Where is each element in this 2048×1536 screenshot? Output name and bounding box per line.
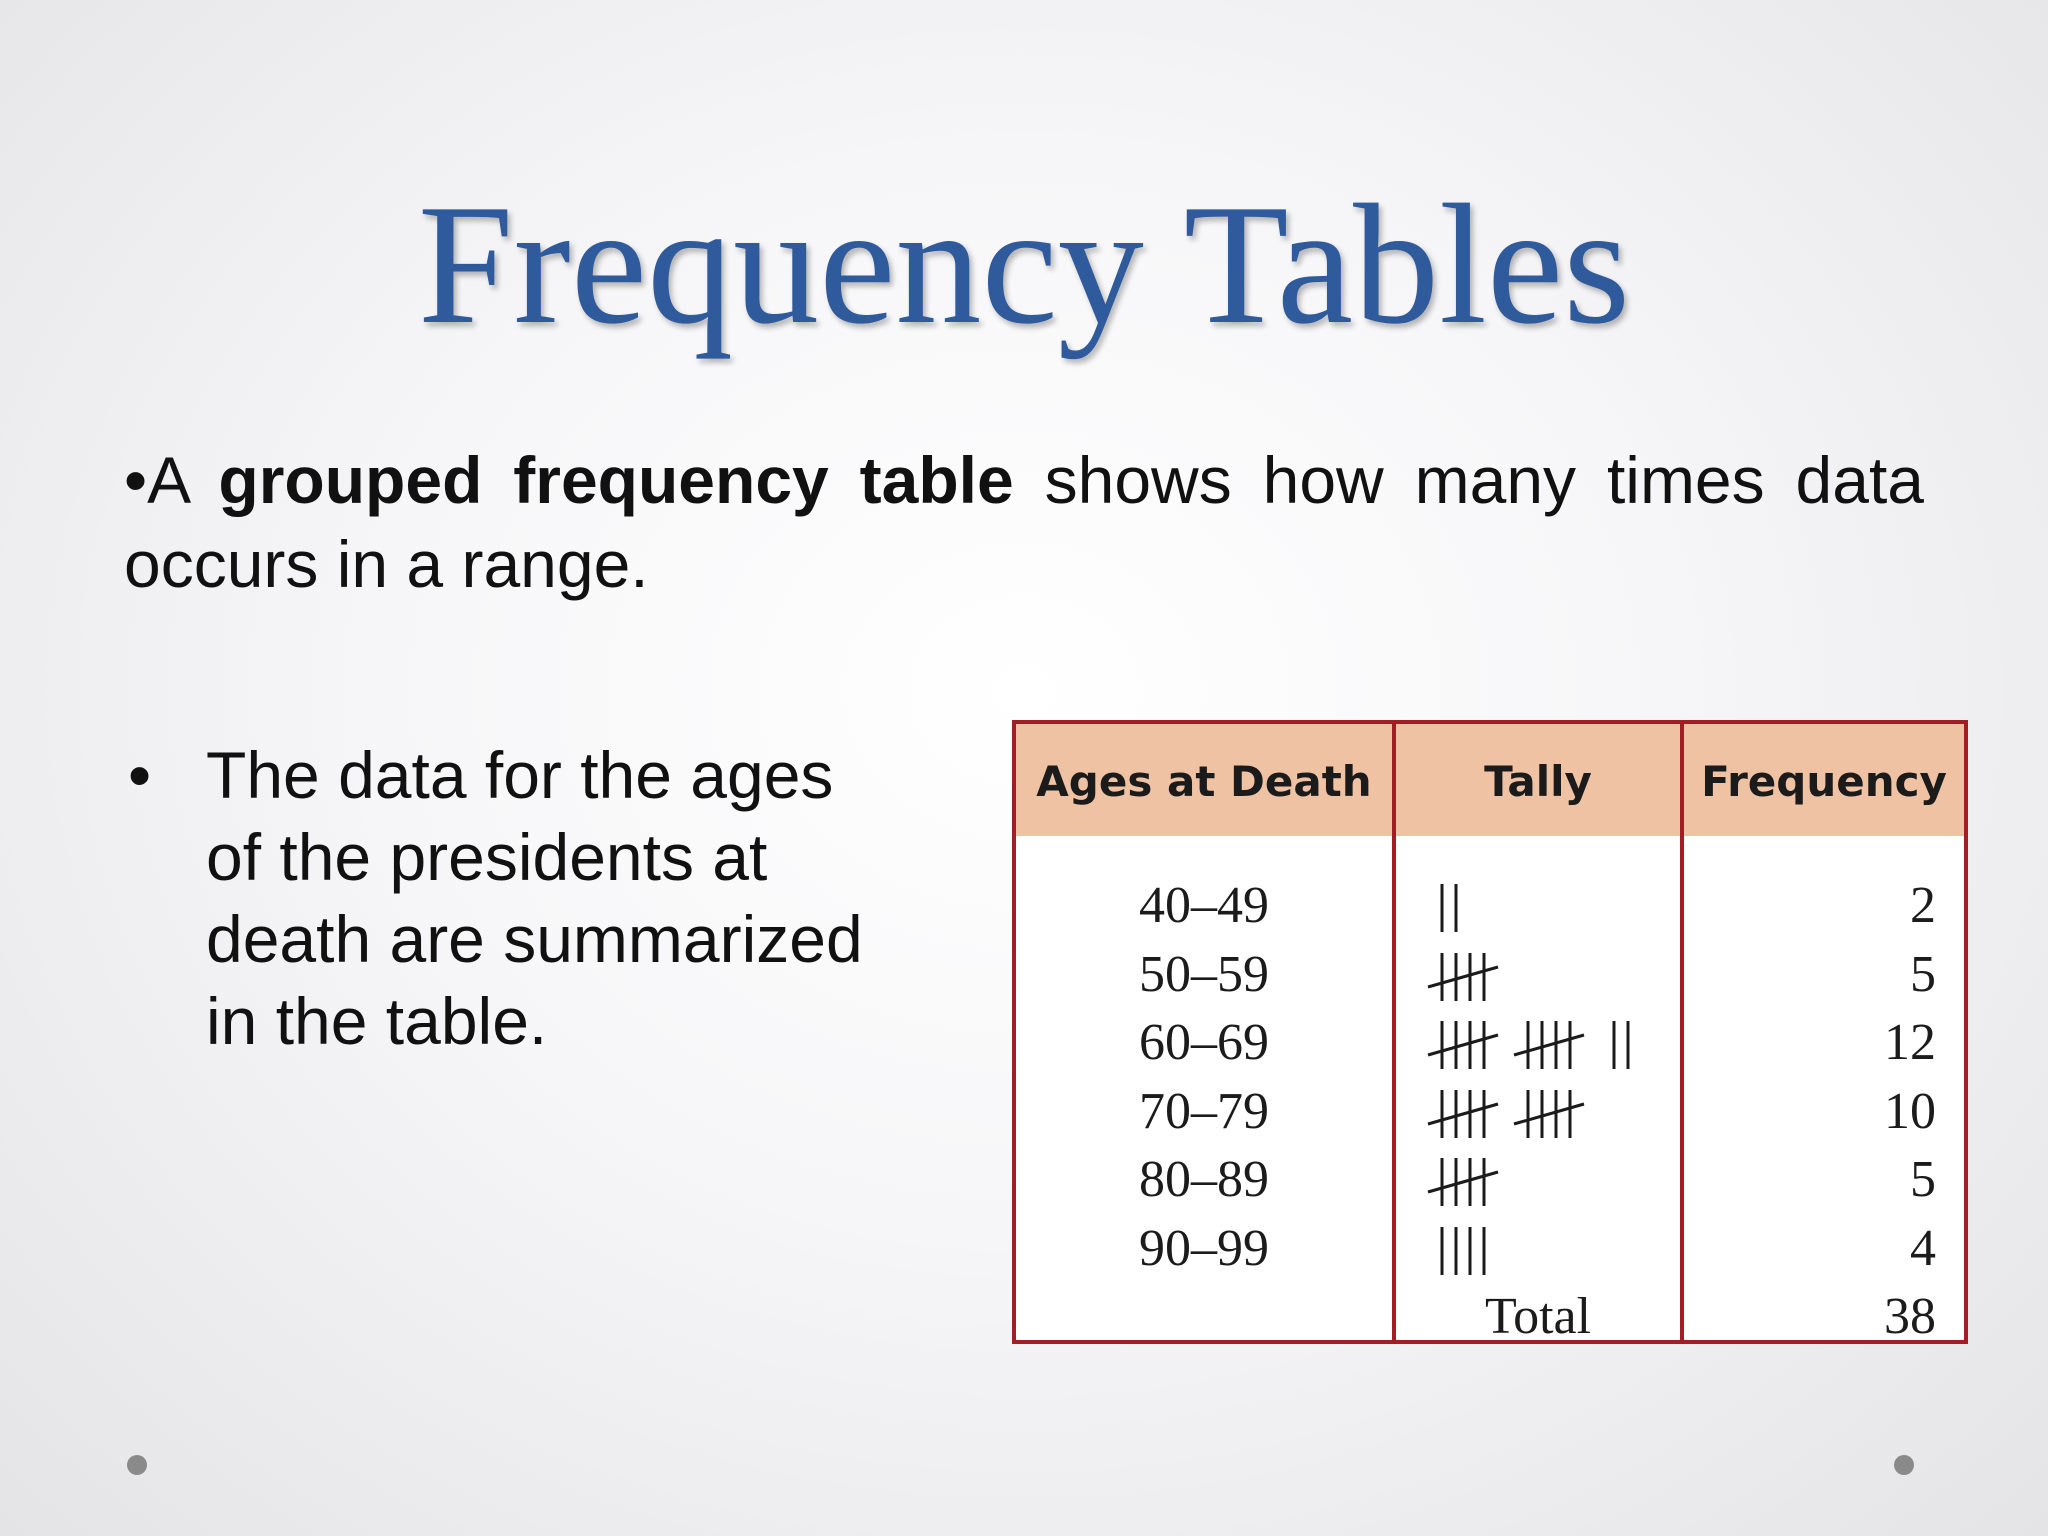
table-cell-age-range: 50–59 <box>1139 946 1269 1003</box>
tally-stroke <box>1513 1102 1585 1126</box>
tally-marks <box>1427 951 1648 1003</box>
tally-stroke <box>1513 1033 1585 1057</box>
table-cell-frequency: 12 <box>1884 1014 1936 1071</box>
tally-stroke <box>1427 1102 1499 1126</box>
table-header-row: Ages at Death Tally Frequency <box>1016 724 1964 836</box>
tally-stroke <box>1427 1033 1499 1057</box>
slide-corner-dot <box>127 1455 147 1475</box>
intro-term: grouped frequency table <box>218 443 1014 517</box>
slide-corner-dot <box>1894 1455 1914 1475</box>
slide-title: Frequency Tables <box>417 170 1631 360</box>
table-cell-age-range: 70–79 <box>1139 1083 1269 1140</box>
total-label: Total <box>1484 1288 1592 1345</box>
summary-bullet-point: • The data for the ages of the president… <box>124 734 884 1062</box>
total-value: 38 <box>1884 1288 1936 1345</box>
table-cell-age-range: 80–89 <box>1139 1151 1269 1208</box>
tally-stroke <box>1427 965 1499 989</box>
tally-marks <box>1428 1225 1648 1277</box>
table-cell-frequency: 5 <box>1910 1151 1936 1208</box>
bullet-marker: • <box>128 738 152 812</box>
tally-marks <box>1427 1019 1648 1071</box>
intro-prefix: A <box>147 443 219 517</box>
table-cell-frequency: 4 <box>1910 1220 1936 1277</box>
summary-text: The data for the ages of the presidents … <box>206 738 863 1058</box>
table-cell-frequency: 10 <box>1884 1083 1936 1140</box>
table-cell-age-range: 60–69 <box>1139 1014 1269 1071</box>
table-cell-frequency: 2 <box>1910 877 1936 934</box>
tally-marks <box>1428 882 1648 934</box>
header-ages-at-death: Ages at Death <box>1036 757 1372 806</box>
table-cell-age-range: 40–49 <box>1139 877 1269 934</box>
intro-bullet: • <box>124 443 148 517</box>
table-cell-age-range: 90–99 <box>1139 1220 1269 1277</box>
tally-marks <box>1427 1088 1648 1140</box>
column-divider <box>1680 724 1684 1340</box>
column-divider <box>1392 724 1396 1340</box>
intro-rest: shows how many times data occurs in a ra… <box>124 443 1925 601</box>
tally-stroke <box>1427 1170 1499 1194</box>
tally-marks <box>1427 1156 1648 1208</box>
header-frequency: Frequency <box>1701 757 1947 806</box>
table-cell-frequency: 5 <box>1910 946 1936 1003</box>
intro-text: •A grouped frequency table shows how man… <box>124 438 1924 606</box>
header-tally: Tally <box>1484 757 1592 806</box>
frequency-table: Ages at Death Tally Frequency 40–49 2 50–5… <box>1012 720 1968 1345</box>
